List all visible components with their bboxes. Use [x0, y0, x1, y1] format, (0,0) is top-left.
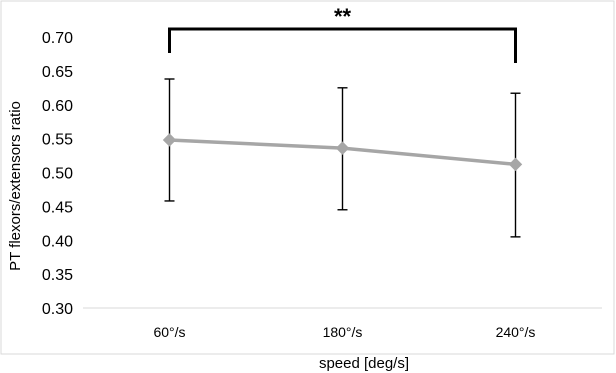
y-axis-title: PT flexors/extensors ratio — [7, 101, 24, 271]
x-tick-label: 240°/s — [496, 324, 536, 340]
significance-bracket-line — [168, 27, 517, 63]
y-tick-label: 0.60 — [42, 98, 73, 115]
chart-frame — [0, 0, 615, 355]
x-axis-title: speed [deg/s] — [319, 355, 409, 372]
y-tick-label: 0.45 — [42, 199, 73, 216]
y-tick-label: 0.50 — [42, 166, 73, 183]
x-tick-label: 60°/s — [153, 324, 185, 340]
y-tick-label: 0.65 — [42, 64, 73, 81]
significance-label: ** — [334, 4, 352, 29]
y-tick-label: 0.70 — [42, 30, 73, 47]
y-tick-label: 0.35 — [42, 267, 73, 284]
significance-bracket: ** — [168, 4, 517, 63]
data-markers — [162, 133, 523, 172]
y-tick-label: 0.55 — [42, 132, 73, 149]
x-tick-label: 180°/s — [323, 324, 363, 340]
error-bars — [164, 78, 521, 238]
y-tick-label: 0.40 — [42, 233, 73, 250]
x-axis: 60°/s 180°/s 240°/s — [83, 307, 602, 340]
y-axis: 0.30 0.35 0.40 0.45 0.50 0.55 0.60 0.65 0.70 — [42, 30, 73, 318]
data-point-marker — [335, 141, 350, 155]
y-tick-label: 0.30 — [42, 301, 73, 318]
data-point-marker — [508, 157, 523, 172]
data-point-marker — [162, 133, 177, 147]
